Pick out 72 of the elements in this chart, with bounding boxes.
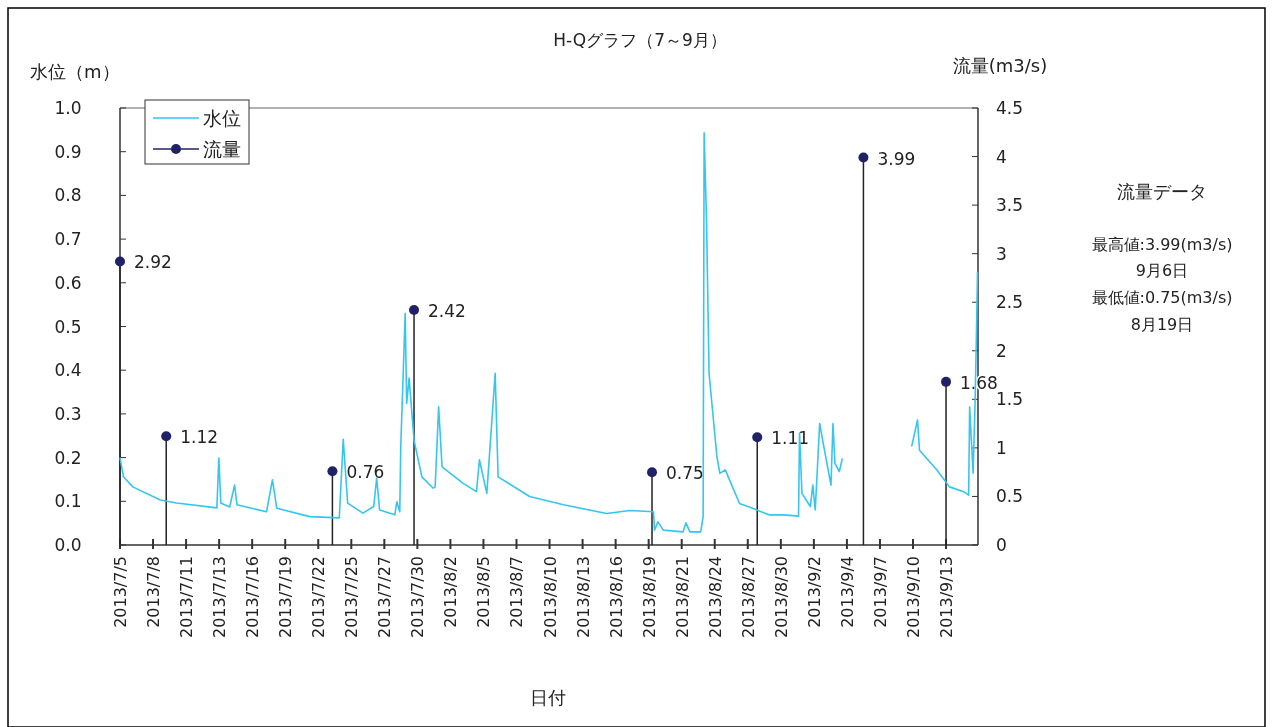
point xyxy=(409,304,420,315)
y-tick-label: 1.0 xyxy=(54,98,82,118)
data-label: 2.92 xyxy=(134,252,172,273)
text: 最低値:0.75(m3/s) xyxy=(1091,288,1233,307)
data-label: 0.76 xyxy=(346,462,385,483)
y2-tick-label: 0 xyxy=(996,535,1007,555)
text: 9月6日 xyxy=(1135,261,1189,280)
x-tick-label: 2013/7/8 xyxy=(144,556,164,628)
x-tick-label: 2013/7/22 xyxy=(309,556,329,639)
x-tick-label: 2013/8/27 xyxy=(738,556,758,639)
x-tick-label: 2013/7/19 xyxy=(276,556,296,639)
x-tick-label: 2013/8/2 xyxy=(441,556,461,628)
x-tick-label: 2013/8/30 xyxy=(771,556,791,639)
x-tick-label: 2013/8/24 xyxy=(705,556,725,639)
data-label: 1.12 xyxy=(180,427,219,448)
y2-tick-label: 2.5 xyxy=(996,292,1024,313)
y2-tick-label: 3.5 xyxy=(996,195,1024,216)
data-label: 3.99 xyxy=(877,148,916,169)
x-tick-label: 2013/7/27 xyxy=(375,556,395,639)
point xyxy=(161,431,172,442)
x-tick-label: 2013/7/11 xyxy=(177,556,197,639)
y-tick-label: 0.9 xyxy=(54,141,82,162)
x-tick-label: 2013/9/2 xyxy=(804,556,824,628)
x-tick-label: 2013/7/30 xyxy=(408,556,428,639)
y-tick-label: 0.7 xyxy=(54,229,82,250)
y-tick-label: 0.5 xyxy=(54,316,82,337)
point xyxy=(115,256,125,267)
legend-label: 流量 xyxy=(203,138,241,160)
x-tick-label: 2013/9/7 xyxy=(870,556,890,628)
point xyxy=(941,376,952,387)
y2-tick-label: 4 xyxy=(996,146,1007,167)
data-label: 0.75 xyxy=(666,463,704,484)
text: 流量データ xyxy=(1117,181,1207,202)
text: 8月19日 xyxy=(1130,315,1194,334)
x-axis-title: 日付 xyxy=(530,687,566,708)
x-tick-label: 2013/9/4 xyxy=(837,556,857,628)
point xyxy=(647,467,658,478)
point xyxy=(858,152,869,163)
y-tick-label: 0.8 xyxy=(54,185,82,206)
y-tick-label: 0.1 xyxy=(54,491,82,512)
legend-label: 水位 xyxy=(203,107,241,129)
y2-tick-label: 2 xyxy=(996,340,1007,361)
point xyxy=(327,466,338,477)
x-tick-label: 2013/8/5 xyxy=(474,556,494,628)
x-tick-label: 2013/8/13 xyxy=(573,556,593,639)
y2-tick-label: 4.5 xyxy=(996,98,1024,118)
y2-tick-label: 0.5 xyxy=(996,486,1024,507)
point xyxy=(752,432,763,443)
y-tick-label: 0.2 xyxy=(54,447,82,468)
y-tick-label: 0.3 xyxy=(54,403,82,424)
x-tick-label: 2013/9/10 xyxy=(904,556,923,639)
x-tick-label: 2013/7/5 xyxy=(111,556,130,628)
y-tick-label: 0.4 xyxy=(54,360,82,381)
x-tick-label: 2013/8/16 xyxy=(606,556,626,639)
x-tick-label: 2013/8/19 xyxy=(639,556,659,639)
y2-tick-label: 3 xyxy=(996,243,1007,264)
x-tick-label: 2013/7/13 xyxy=(210,556,230,639)
x-tick-label: 2013/8/7 xyxy=(507,556,527,628)
y-tick-label: 0.6 xyxy=(54,272,82,293)
x-tick-label: 2013/9/13 xyxy=(937,556,957,639)
data-label: 2.42 xyxy=(428,300,466,321)
y-tick-label: 0.0 xyxy=(54,535,82,555)
x-tick-label: 2013/8/21 xyxy=(672,556,692,639)
y2-tick-label: 1 xyxy=(996,437,1007,458)
y2-tick-label: 1.5 xyxy=(996,389,1024,410)
x-tick-label: 2013/7/16 xyxy=(243,556,263,639)
y-axis-title: 水位（m） xyxy=(30,61,120,82)
text: 最高値:3.99(m3/s) xyxy=(1091,235,1233,254)
x-tick-label: 2013/7/25 xyxy=(342,556,362,639)
x-tick-label: 2013/8/10 xyxy=(540,556,560,639)
y2-axis-title: 流量(m3/s) xyxy=(952,55,1048,76)
chart-title: H-Qグラフ（7～9月） xyxy=(553,30,727,50)
